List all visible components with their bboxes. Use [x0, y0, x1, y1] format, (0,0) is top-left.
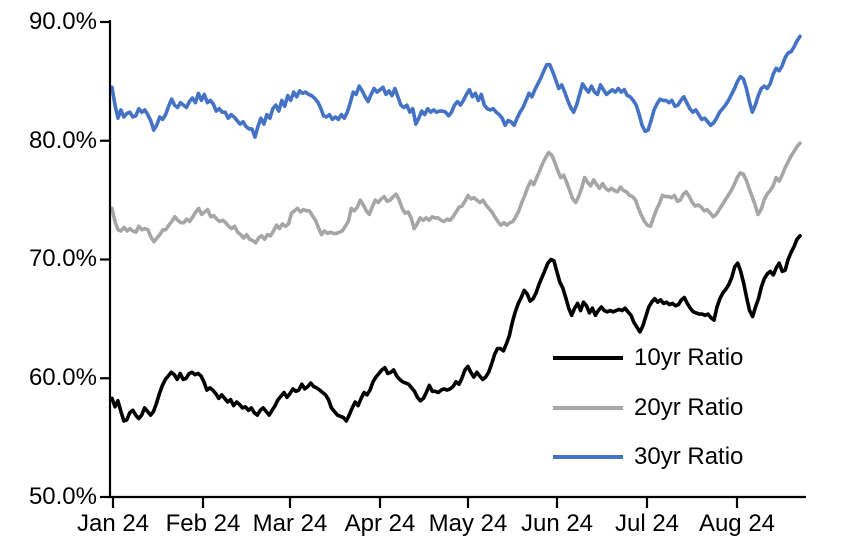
y-tick-label-80: 80.0%: [28, 127, 97, 154]
series-line-30yr-ratio: [110, 34, 802, 139]
x-tick-label-mar: Mar 24: [252, 510, 328, 537]
x-tick-label-feb: Feb 24: [165, 510, 241, 537]
legend-label-10yr: 10yr Ratio: [634, 344, 744, 371]
x-tick-label-aug: Aug 24: [698, 510, 776, 537]
axis-ticks: [100, 20, 739, 508]
x-tick-label-jul: Jul 24: [614, 510, 680, 537]
legend-item-10yr: 10yr Ratio: [553, 343, 743, 373]
legend-item-20yr: 20yr Ratio: [553, 393, 743, 423]
series-line-10yr-ratio: [110, 234, 802, 423]
y-tick-label-90: 90.0%: [28, 8, 97, 35]
legend-line-10yr: [553, 356, 623, 360]
y-tick-label-50: 50.0%: [28, 483, 97, 510]
legend-label-20yr: 20yr Ratio: [634, 394, 744, 421]
x-tick-label-apr: Apr 24: [344, 510, 416, 537]
legend-line-30yr: [553, 455, 623, 459]
y-tick-label-70: 70.0%: [28, 245, 97, 272]
x-tick-label-may: May 24: [428, 510, 508, 537]
legend-item-30yr: 30yr Ratio: [553, 442, 743, 472]
legend-line-20yr: [553, 406, 623, 410]
x-tick-label-jun: Jun 24: [520, 510, 594, 537]
y-tick-label-60: 60.0%: [28, 364, 97, 391]
legend-label-30yr: 30yr Ratio: [634, 443, 744, 470]
series-lines: [110, 34, 802, 423]
x-tick-label-jan: Jan 24: [76, 510, 150, 537]
series-line-20yr-ratio: [110, 141, 802, 245]
